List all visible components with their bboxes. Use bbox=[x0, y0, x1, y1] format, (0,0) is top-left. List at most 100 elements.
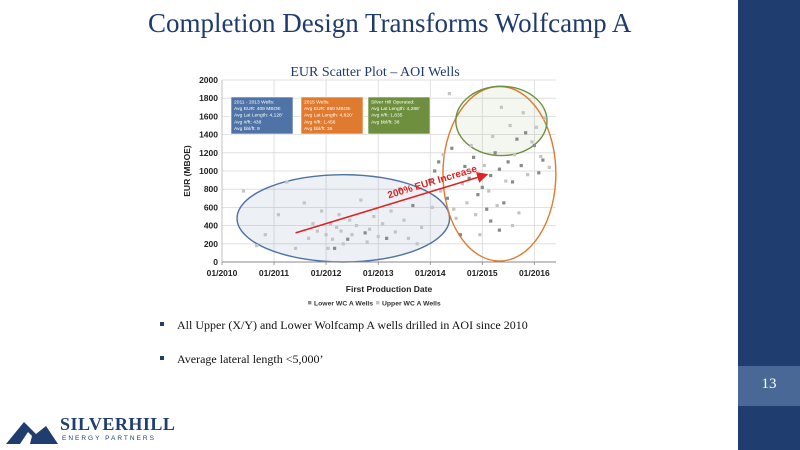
upper-wc-a-point bbox=[307, 236, 311, 240]
x-tick-label: 01/2014 bbox=[415, 268, 446, 278]
upper-wc-a-point bbox=[241, 189, 246, 193]
y-tick-label: 400 bbox=[204, 221, 218, 231]
lower-wc-a-point bbox=[532, 143, 536, 148]
upper-wc-a-point bbox=[335, 225, 339, 230]
logo-name: SILVERHILL bbox=[60, 414, 176, 434]
lower-wc-a-point bbox=[346, 237, 350, 241]
lower-wc-a-point bbox=[437, 160, 441, 164]
ellipse-silver-hill-wells bbox=[455, 85, 548, 157]
upper-wc-a-point bbox=[478, 233, 482, 237]
upper-wc-a-point bbox=[415, 242, 419, 246]
y-tick-label: 1800 bbox=[199, 93, 218, 103]
lower-wc-a-point bbox=[363, 231, 367, 235]
lower-wc-a-point bbox=[510, 180, 515, 184]
upper-wc-a-point bbox=[543, 116, 547, 120]
lower-wc-a-point bbox=[398, 187, 402, 191]
annotation-box-line: Avg EUR: 409 MBOE bbox=[234, 106, 281, 112]
upper-wc-a-point bbox=[326, 246, 330, 250]
lower-wc-a-point bbox=[385, 236, 389, 240]
lower-wc-a-point bbox=[524, 131, 528, 135]
annotation-box-line: Avg Lat Length: 4,288’ bbox=[371, 106, 420, 112]
upper-wc-a-point bbox=[337, 213, 341, 217]
upper-wc-a-point bbox=[439, 189, 443, 193]
mountain-logo-icon bbox=[6, 422, 58, 444]
upper-wc-a-point bbox=[324, 233, 328, 237]
lower-wc-a-point bbox=[541, 158, 545, 162]
lower-wc-a-point bbox=[493, 151, 497, 155]
slide-title: Completion Design Transforms Wolfcamp A bbox=[148, 8, 632, 38]
bullet-marker bbox=[160, 356, 164, 360]
upper-wc-a-point bbox=[430, 205, 434, 209]
bullet-text: All Upper (X/Y) and Lower Wolfcamp A wel… bbox=[177, 318, 528, 332]
annotation-box-line: Avg bbl/ft: 38 bbox=[371, 119, 400, 125]
upper-wc-a-point bbox=[365, 240, 369, 244]
upper-wc-a-point bbox=[354, 224, 359, 228]
upper-wc-a-point bbox=[534, 125, 538, 129]
x-tick-label: 01/2011 bbox=[259, 268, 290, 278]
y-tick-label: 200 bbox=[204, 239, 218, 249]
y-tick-label: 1400 bbox=[199, 130, 218, 140]
lower-wc-a-point bbox=[450, 146, 454, 150]
annotation-box-line: Avg Lat Length: 4,820’ bbox=[304, 113, 353, 119]
upper-wc-a-point bbox=[376, 234, 380, 239]
upper-wc-a-point bbox=[348, 218, 352, 222]
upper-wc-a-point bbox=[402, 218, 406, 222]
upper-wc-a-point bbox=[381, 222, 385, 226]
upper-wc-a-point bbox=[302, 201, 306, 205]
x-tick-label: 01/2015 bbox=[467, 268, 498, 278]
lower-wc-a-point bbox=[476, 193, 480, 197]
upper-wc-a-point bbox=[263, 233, 267, 237]
x-tick-label: 01/2010 bbox=[207, 268, 238, 278]
upper-wc-a-point bbox=[530, 140, 534, 144]
upper-wc-a-point bbox=[504, 179, 508, 183]
legend-marker bbox=[308, 301, 312, 305]
lower-wc-a-point bbox=[333, 246, 337, 250]
lower-wc-a-point bbox=[489, 219, 493, 223]
upper-wc-a-point bbox=[491, 134, 495, 139]
annotation-box-line: Avg bbl/ft: 35 bbox=[304, 126, 333, 132]
lower-wc-a-point bbox=[506, 160, 510, 164]
annotation-box-line: Silver Hill Operated: bbox=[371, 100, 415, 106]
upper-wc-a-point bbox=[474, 213, 478, 217]
lower-wc-a-point bbox=[458, 233, 463, 237]
upper-wc-a-point bbox=[487, 189, 491, 193]
y-tick-label: 2000 bbox=[199, 75, 218, 85]
lower-wc-a-point bbox=[433, 169, 437, 173]
upper-wc-a-point bbox=[311, 222, 315, 226]
upper-wc-a-point bbox=[419, 225, 424, 230]
page-number: 13 bbox=[761, 376, 777, 392]
upper-wc-a-point bbox=[521, 111, 525, 115]
upper-wc-a-point bbox=[328, 222, 333, 226]
upper-wc-a-point bbox=[389, 209, 393, 213]
annotation-box-line: Avg EUR: 850 MBOE bbox=[304, 106, 351, 112]
lower-wc-a-point bbox=[502, 201, 506, 205]
annotation-box-line: Avg #/ft: 438 bbox=[234, 119, 262, 125]
lower-wc-a-point bbox=[489, 173, 493, 178]
y-tick-label: 800 bbox=[204, 184, 218, 194]
axes-layer: 0 200 400 600 800 1000 1200 1400 1600 1800 2000 01/… bbox=[182, 75, 556, 294]
upper-wc-a-point bbox=[320, 209, 324, 213]
annotation-box: Silver Hill Operated:Avg Lat Length: 4,2… bbox=[367, 96, 431, 135]
y-axis-title: EUR (MBOE) bbox=[182, 145, 192, 197]
company-logo: SILVERHILL ENERGY PARTNERS bbox=[6, 414, 175, 448]
upper-wc-a-point bbox=[510, 224, 515, 228]
lower-wc-a-point bbox=[537, 171, 541, 175]
annotation-box-line: Avg bbl/ft: 9 bbox=[234, 126, 260, 132]
upper-wc-a-point bbox=[547, 165, 551, 169]
upper-wc-a-point bbox=[465, 201, 469, 205]
annotation-box-line: 2015 Wells: bbox=[304, 100, 329, 106]
lower-wc-a-point bbox=[472, 155, 476, 159]
upper-wc-a-point bbox=[393, 230, 397, 234]
annotation-box-line: Avg #/ft: 1,835 bbox=[371, 113, 403, 119]
upper-wc-a-point bbox=[495, 203, 499, 208]
y-tick-label: 0 bbox=[213, 257, 218, 267]
upper-wc-a-point bbox=[512, 153, 517, 157]
lower-wc-a-point bbox=[411, 203, 415, 208]
eur-scatter-chart: EUR Scatter Plot – AOI Wells 0 200 400 600 8… bbox=[170, 58, 580, 316]
points-layer bbox=[241, 92, 551, 250]
legend-label: Upper WC A Wells bbox=[382, 301, 441, 308]
upper-wc-a-point bbox=[482, 163, 486, 168]
upper-wc-a-point bbox=[315, 229, 319, 233]
lower-wc-a-point bbox=[463, 164, 467, 169]
